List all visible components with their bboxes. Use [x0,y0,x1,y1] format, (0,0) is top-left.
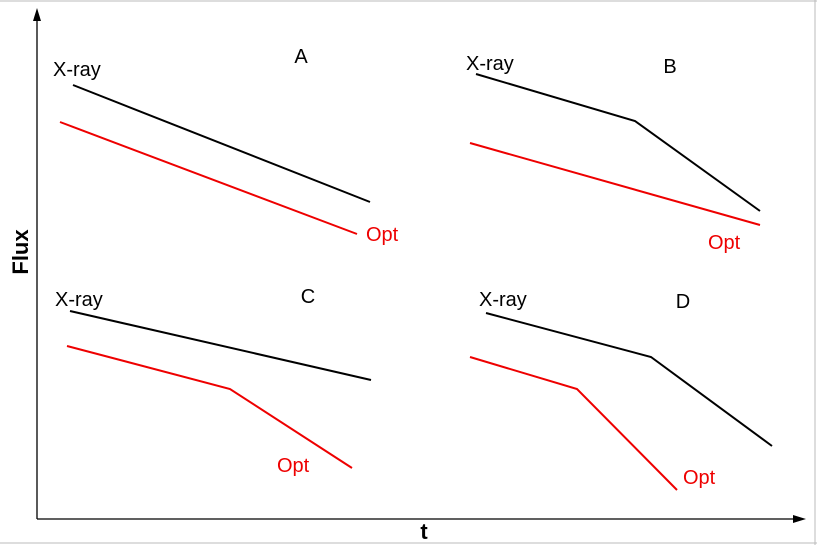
panel-b-title: B [663,56,676,78]
panel-b-xray-label: X-ray [466,53,514,75]
panel-a-opt-label: Opt [366,224,399,246]
panel-b: B X-ray Opt [466,53,761,254]
panel-d-title: D [676,291,690,313]
panel-d-optical-curve [469,356,678,491]
y-axis-arrowhead [33,8,41,21]
panel-a-xray-label: X-ray [53,59,101,81]
panel-a: A X-ray Opt [53,46,399,246]
panel-d: D X-ray Opt [469,289,773,491]
panel-a-title: A [294,46,308,68]
panel-d-xray-curve [485,312,773,447]
panel-b-optical-curve [469,142,761,226]
x-axis-arrowhead [793,515,806,523]
panel-c-xray-curve [69,310,372,381]
panel-a-optical-curve [59,121,358,235]
panel-c-xray-label: X-ray [55,289,103,311]
panel-b-opt-label: Opt [708,232,741,254]
x-axis-label: t [420,519,428,544]
panel-d-opt-label: Opt [683,467,716,489]
panel-a-xray-curve [72,84,371,203]
panel-d-xray-label: X-ray [479,289,527,311]
panel-c-title: C [301,286,315,308]
panel-c: C X-ray Opt [55,286,372,477]
panel-c-opt-label: Opt [277,455,310,477]
panel-b-xray-curve [475,73,761,212]
y-axis-label: Flux [8,229,33,275]
panel-c-optical-curve [66,345,353,469]
